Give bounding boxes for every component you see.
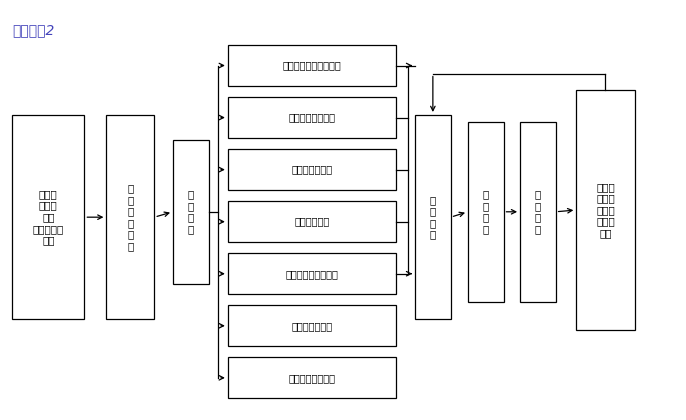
Bar bbox=[12, 115, 84, 320]
Bar bbox=[228, 305, 396, 346]
Bar bbox=[173, 140, 209, 284]
Bar bbox=[228, 149, 396, 190]
Bar bbox=[228, 201, 396, 242]
Text: 断层可能性判释: 断层可能性判释 bbox=[292, 165, 332, 175]
Text: 序参见图2: 序参见图2 bbox=[12, 24, 55, 37]
Bar bbox=[228, 97, 396, 138]
Text: 洞内超
前地质
预报
超前水平钻
探孔: 洞内超 前地质 预报 超前水平钻 探孔 bbox=[33, 189, 64, 245]
Text: 高地温可能性判释: 高地温可能性判释 bbox=[288, 113, 335, 123]
Bar bbox=[106, 115, 154, 320]
Text: 岩爆可能性判释: 岩爆可能性判释 bbox=[292, 321, 332, 331]
Text: 软岩变形可能性判释: 软岩变形可能性判释 bbox=[285, 269, 338, 279]
Text: 专
家
评
判: 专 家 评 判 bbox=[187, 189, 194, 234]
Text: 动
态
设
计: 动 态 设 计 bbox=[482, 189, 489, 234]
Bar bbox=[228, 45, 396, 86]
Bar bbox=[468, 122, 504, 302]
Bar bbox=[228, 357, 396, 399]
Text: 实
施
施
工: 实 施 施 工 bbox=[534, 189, 541, 234]
Text: 其他地质病害判释: 其他地质病害判释 bbox=[288, 373, 335, 383]
Text: 高地应力判释: 高地应力判释 bbox=[294, 217, 329, 227]
Bar bbox=[576, 90, 635, 330]
Bar bbox=[520, 122, 556, 302]
Bar bbox=[228, 253, 396, 294]
Text: 涌水、涌泥可能性判释: 涌水、涌泥可能性判释 bbox=[283, 60, 341, 71]
Bar bbox=[415, 115, 451, 320]
Text: 信
息
采
集
收
集: 信 息 采 集 收 集 bbox=[127, 183, 134, 251]
Text: 设
计
单
位: 设 计 单 位 bbox=[429, 195, 436, 239]
Text: 对预报
成果进
行工后
确报与
复核: 对预报 成果进 行工后 确报与 复核 bbox=[596, 182, 615, 238]
